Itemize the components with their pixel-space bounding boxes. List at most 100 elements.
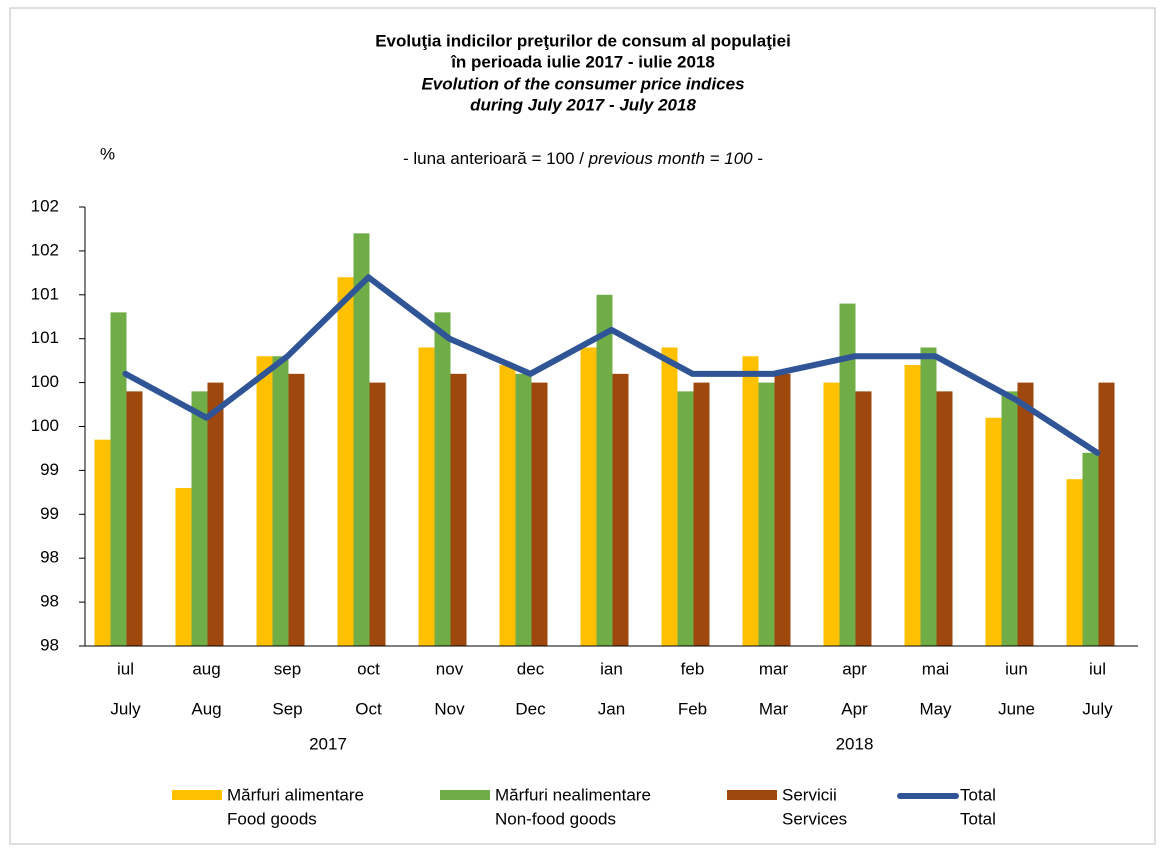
bar <box>272 356 289 646</box>
y-tick-label: 102 <box>31 240 59 259</box>
x-tick-label: iun <box>1005 659 1028 678</box>
bar <box>936 391 953 646</box>
x-tick-label: mar <box>759 659 789 678</box>
legend-label: Services <box>782 809 847 828</box>
x-tick-label: Aug <box>191 699 221 718</box>
y-tick-label: 99 <box>40 460 59 479</box>
year-label: 2018 <box>836 734 874 753</box>
bar <box>1066 479 1083 646</box>
legend-label: Mărfuri alimentare <box>227 785 364 804</box>
x-tick-label: nov <box>436 659 464 678</box>
subtitle-part: - luna anterioară = 100 / <box>403 149 589 168</box>
title-line: în perioada iulie 2017 - iulie 2018 <box>450 52 715 71</box>
x-tick-label: Dec <box>515 699 546 718</box>
x-tick-label: Jan <box>598 699 625 718</box>
bar <box>126 391 143 646</box>
legend-label: Servicii <box>782 785 837 804</box>
bar <box>434 312 451 646</box>
subtitle-part: - <box>753 149 763 168</box>
y-tick-label: 98 <box>40 635 59 654</box>
y-tick-label: 102 <box>31 196 59 215</box>
bar <box>823 382 840 646</box>
bar <box>369 382 386 646</box>
bar <box>758 382 775 646</box>
legend-swatch <box>440 790 490 800</box>
y-tick-label: 98 <box>40 592 59 611</box>
subtitle: - luna anterioară = 100 / previous month… <box>403 149 763 168</box>
bar <box>580 347 597 646</box>
legend-label: Non-food goods <box>495 809 616 828</box>
bar <box>596 294 613 646</box>
x-tick-label: dec <box>517 659 545 678</box>
y-tick-label: 99 <box>40 504 59 523</box>
bar <box>531 382 548 646</box>
x-tick-label: June <box>998 699 1035 718</box>
bar <box>499 365 516 646</box>
x-tick-label: aug <box>192 659 220 678</box>
x-tick-label: ian <box>600 659 623 678</box>
x-tick-label: iul <box>117 659 134 678</box>
bar <box>1017 382 1034 646</box>
bar <box>904 365 921 646</box>
title-line: during July 2017 - July 2018 <box>470 95 696 114</box>
bar <box>855 391 872 646</box>
y-unit: % <box>100 144 115 163</box>
x-tick-label: Feb <box>678 699 707 718</box>
bar <box>418 347 435 646</box>
bar <box>774 373 791 646</box>
bar <box>661 347 678 646</box>
bar <box>1082 452 1099 646</box>
bar <box>288 373 305 646</box>
x-tick-label: Oct <box>355 699 382 718</box>
bar <box>515 373 532 646</box>
x-tick-label: May <box>919 699 952 718</box>
subtitle-part: previous month = 100 <box>588 149 754 168</box>
bar <box>1001 391 1018 646</box>
x-tick-label: iul <box>1089 659 1106 678</box>
legend-swatch <box>727 790 777 800</box>
x-tick-label: oct <box>357 659 380 678</box>
bar <box>337 277 354 646</box>
legend-label: Total <box>960 785 996 804</box>
y-tick-label: 100 <box>31 416 59 435</box>
x-tick-label: Mar <box>759 699 789 718</box>
bar <box>612 373 629 646</box>
bar <box>207 382 224 646</box>
x-tick-label: Apr <box>841 699 868 718</box>
bar <box>353 233 370 646</box>
x-tick-label: feb <box>681 659 705 678</box>
x-tick-label: July <box>110 699 141 718</box>
bar <box>839 303 856 646</box>
legend-label: Total <box>960 809 996 828</box>
line <box>122 274 1101 456</box>
bar <box>110 312 127 646</box>
bar <box>94 439 111 646</box>
y-tick-label: 101 <box>31 284 59 303</box>
x-tick-label: apr <box>842 659 867 678</box>
title-line: Evoluţia indicilor preţurilor de consum … <box>375 31 791 50</box>
bar <box>450 373 467 646</box>
legend-swatch <box>172 790 222 800</box>
y-tick-label: 101 <box>31 328 59 347</box>
bar <box>742 356 759 646</box>
legend-label: Mărfuri nealimentare <box>495 785 651 804</box>
x-tick-label: sep <box>274 659 301 678</box>
y-tick-label: 100 <box>31 372 59 391</box>
bar <box>191 391 208 646</box>
legend-label: Food goods <box>227 809 317 828</box>
y-tick-label: 98 <box>40 548 59 567</box>
bar <box>175 487 192 646</box>
title-line: Evolution of the consumer price indices <box>421 74 744 93</box>
bar <box>985 417 1002 646</box>
year-label: 2017 <box>309 734 347 753</box>
x-tick-label: July <box>1082 699 1113 718</box>
bar <box>1098 382 1115 646</box>
bar <box>920 347 937 646</box>
bar <box>256 356 273 646</box>
x-tick-label: Nov <box>434 699 465 718</box>
x-tick-label: mai <box>922 659 949 678</box>
bar <box>693 382 710 646</box>
bar <box>677 391 694 646</box>
x-tick-label: Sep <box>272 699 302 718</box>
